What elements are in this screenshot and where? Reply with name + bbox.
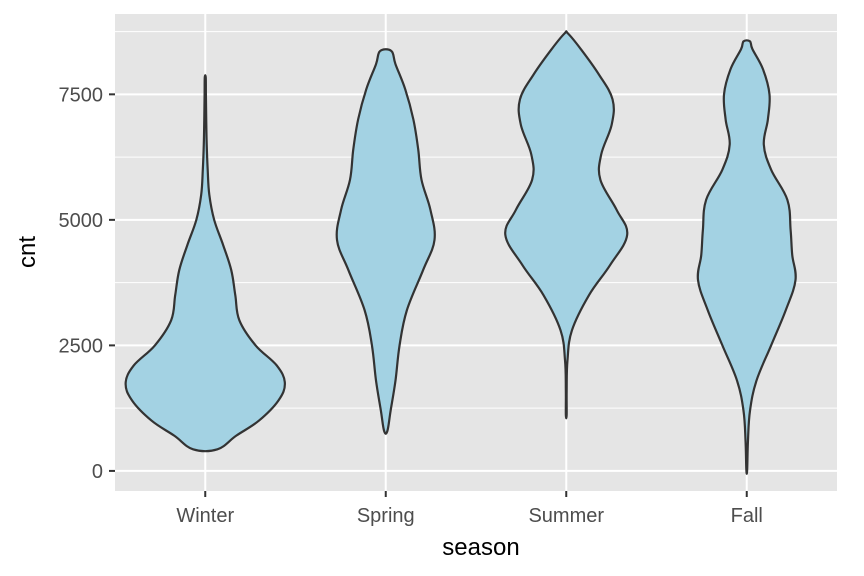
y-axis: 0 2500 5000 7500 bbox=[59, 84, 115, 483]
violin-winter bbox=[124, 74, 286, 453]
y-tick-label: 0 bbox=[92, 461, 103, 483]
x-tick-label: Summer bbox=[528, 505, 604, 527]
y-tick-label: 7500 bbox=[59, 84, 104, 106]
x-axis: Winter Spring Summer Fall bbox=[176, 491, 763, 527]
y-tick-label: 5000 bbox=[59, 210, 104, 232]
x-tick-label: Spring bbox=[357, 505, 415, 527]
y-axis-title: cnt bbox=[14, 236, 41, 268]
y-tick-label: 2500 bbox=[59, 335, 104, 357]
violin-summer bbox=[504, 30, 629, 420]
violin-spring bbox=[335, 48, 436, 435]
violin-fall bbox=[696, 39, 797, 475]
x-axis-title: season bbox=[442, 534, 519, 561]
x-tick-label: Winter bbox=[176, 505, 234, 527]
violins bbox=[124, 30, 797, 475]
x-tick-label: Fall bbox=[731, 505, 763, 527]
